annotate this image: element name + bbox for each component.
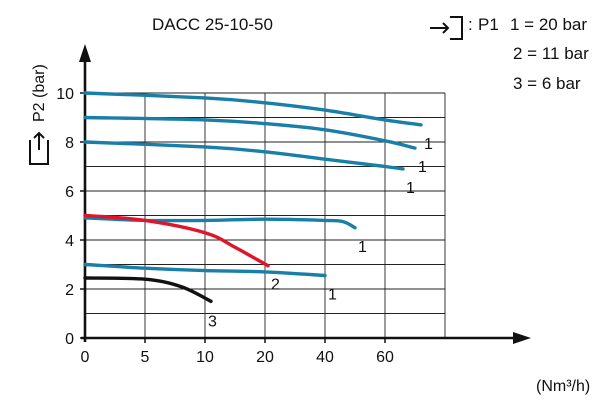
y-axis-arrow	[79, 44, 91, 62]
y-tick-label: 4	[65, 233, 74, 250]
legend-inlet-label: P1	[478, 15, 499, 34]
y-tick-label: 6	[65, 184, 74, 201]
y-tick-label: 10	[56, 86, 74, 103]
x-tick-label: 60	[376, 349, 394, 366]
axes	[79, 44, 531, 344]
x-tick-label: 0	[81, 349, 90, 366]
x-tick-label: 5	[141, 349, 150, 366]
series-line-2	[83, 115, 417, 150]
series-line-7	[83, 276, 213, 303]
grid	[85, 92, 446, 338]
x-tick-label: 40	[316, 349, 334, 366]
tick-labels: 0 5 10 20 40 60 0 2 4 6 8 10	[56, 86, 394, 366]
x-axis-label: (Nm³/h)	[536, 378, 590, 395]
series-label-4: 1	[358, 239, 367, 256]
x-tick-label: 10	[196, 349, 214, 366]
series-line-1	[83, 91, 423, 127]
y-tick-label: 8	[65, 135, 74, 152]
series-label-3: 1	[406, 180, 415, 197]
series-line-6	[83, 262, 327, 278]
series-label-6: 1	[328, 287, 337, 304]
y-axis-label: P2 (bar)	[31, 64, 48, 122]
legend-entry-1: 1 = 20 bar	[510, 15, 587, 34]
series-label-1: 1	[424, 136, 433, 153]
legend-entry-3: 3 = 6 bar	[513, 74, 581, 93]
x-tick-label: 20	[256, 349, 274, 366]
series-label-7: 3	[208, 313, 217, 330]
y-tick-label: 2	[65, 282, 74, 299]
series-line-3	[83, 140, 405, 171]
outlet-icon	[29, 131, 49, 165]
chart-title: DACC 25-10-50	[152, 15, 273, 34]
svg-text::: :	[468, 15, 473, 34]
series-label-2: 1	[418, 159, 427, 176]
inlet-icon	[430, 16, 463, 40]
legend-entry-2: 2 = 11 bar	[513, 44, 589, 63]
x-axis-arrow	[513, 332, 531, 344]
y-tick-label: 0	[65, 331, 74, 348]
series-label-5: 2	[271, 277, 280, 294]
legend: : P1 1 = 20 bar 2 = 11 bar 3 = 6 bar	[430, 15, 589, 93]
series-line-5	[83, 213, 270, 268]
